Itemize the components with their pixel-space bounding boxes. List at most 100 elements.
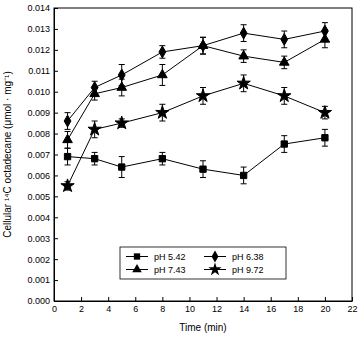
marker — [239, 51, 249, 59]
x-tick: 10 — [185, 297, 195, 314]
x-tick-label: 22 — [347, 304, 357, 314]
marker — [119, 164, 125, 170]
x-tick-mark — [298, 297, 299, 301]
series-line — [68, 83, 325, 186]
x-tick-mark — [189, 297, 190, 301]
x-tick: 16 — [266, 297, 276, 314]
marker — [240, 172, 246, 178]
x-axis-line — [55, 301, 353, 302]
error-bar — [241, 167, 247, 184]
x-tick: 14 — [239, 297, 249, 314]
y-tick-label: 0.011 — [28, 66, 50, 76]
y-tick-mark — [54, 92, 58, 93]
y-tick-label: 0.008 — [27, 129, 50, 139]
x-tick-mark — [217, 297, 218, 301]
y-tick-mark — [54, 196, 58, 197]
x-tick-label: 6 — [133, 304, 138, 314]
x-tick-mark — [325, 297, 326, 301]
series-line — [68, 31, 325, 121]
x-tick: 20 — [320, 297, 330, 314]
x-tick: 4 — [106, 297, 111, 314]
y-tick: 0.007 — [27, 150, 58, 160]
marker — [196, 89, 209, 102]
y-tick-mark — [54, 29, 58, 30]
marker — [240, 27, 247, 39]
y-tick-label: 0.001 — [27, 275, 50, 285]
chart: 02468101214161820220.0000.0010.0020.0030… — [0, 0, 364, 337]
marker — [320, 34, 330, 42]
y-tick-mark — [54, 134, 58, 135]
y-tick-mark — [54, 155, 58, 156]
legend-label: pH 5.42 — [154, 252, 186, 262]
x-tick: 2 — [79, 297, 84, 314]
marker — [117, 82, 127, 90]
y-tick-label: 0.003 — [27, 234, 50, 244]
y-tick-label: 0.013 — [27, 24, 50, 34]
legend-label: pH 6.38 — [232, 252, 264, 262]
marker — [64, 115, 71, 127]
legend-item: pH 5.42 — [126, 252, 186, 262]
y-axis: 0.0000.0010.0020.0030.0040.0050.0060.007… — [27, 3, 58, 306]
x-tick-label: 16 — [266, 304, 276, 314]
legend-item: pH 7.43 — [126, 264, 186, 275]
y-tick-mark — [54, 217, 58, 218]
marker — [159, 156, 165, 162]
error-bar — [92, 152, 98, 165]
legend-marker — [134, 253, 140, 259]
x-tick: 22 — [347, 297, 357, 314]
marker — [64, 153, 70, 159]
x-tick-mark — [244, 297, 245, 301]
y-tick-label: 0.009 — [27, 108, 50, 118]
x-tick-mark — [81, 297, 82, 301]
error-bar — [119, 157, 125, 178]
y-tick: 0.006 — [27, 171, 58, 181]
y-tick: 0.009 — [27, 108, 58, 118]
y-tick-label: 0.005 — [27, 192, 50, 202]
x-tick-mark — [162, 297, 163, 301]
x-tick-label: 20 — [320, 304, 330, 314]
error-bar — [281, 136, 287, 153]
x-tick-label: 4 — [106, 304, 111, 314]
marker — [61, 179, 74, 192]
y-tick: 0.012 — [27, 45, 58, 55]
plot-frame — [54, 8, 352, 301]
marker — [237, 76, 250, 89]
error-bar — [281, 31, 287, 48]
series-line — [68, 39, 325, 139]
series — [64, 23, 328, 130]
marker — [200, 166, 206, 172]
y-tick-label: 0.000 — [27, 296, 50, 306]
series — [61, 75, 332, 192]
error-bar — [200, 161, 206, 178]
error-bar — [65, 148, 71, 165]
error-bar — [159, 46, 165, 59]
x-tick-label: 10 — [185, 304, 195, 314]
error-bar — [159, 152, 165, 165]
error-bar — [322, 129, 328, 146]
marker — [322, 135, 328, 141]
x-tick-label: 0 — [52, 304, 57, 314]
x-tick-label: 18 — [293, 304, 303, 314]
marker — [90, 88, 100, 96]
legend-marker — [212, 251, 219, 263]
y-tick: 0.010 — [27, 87, 58, 97]
legend-label: pH 7.43 — [154, 265, 186, 275]
y-tick: 0.008 — [27, 129, 58, 139]
legend-item: pH 9.72 — [204, 263, 264, 276]
x-tick-label: 8 — [160, 304, 165, 314]
y-tick: 0.004 — [27, 213, 58, 223]
x-axis-title: Time (min) — [179, 322, 226, 333]
y-tick-label: 0.007 — [27, 150, 50, 160]
y-tick: 0.000 — [27, 296, 58, 306]
y-tick: 0.011 — [28, 66, 58, 76]
legend-box — [120, 247, 286, 279]
y-tick: 0.014 — [27, 3, 58, 13]
y-tick: 0.003 — [27, 234, 58, 244]
y-tick-label: 0.012 — [27, 45, 50, 55]
marker — [281, 141, 287, 147]
plot: 02468101214161820220.0000.0010.0020.0030… — [27, 3, 357, 314]
y-tick-mark — [54, 280, 58, 281]
error-bar — [65, 113, 71, 130]
y-tick: 0.005 — [27, 192, 58, 202]
y-tick-mark — [54, 175, 58, 176]
